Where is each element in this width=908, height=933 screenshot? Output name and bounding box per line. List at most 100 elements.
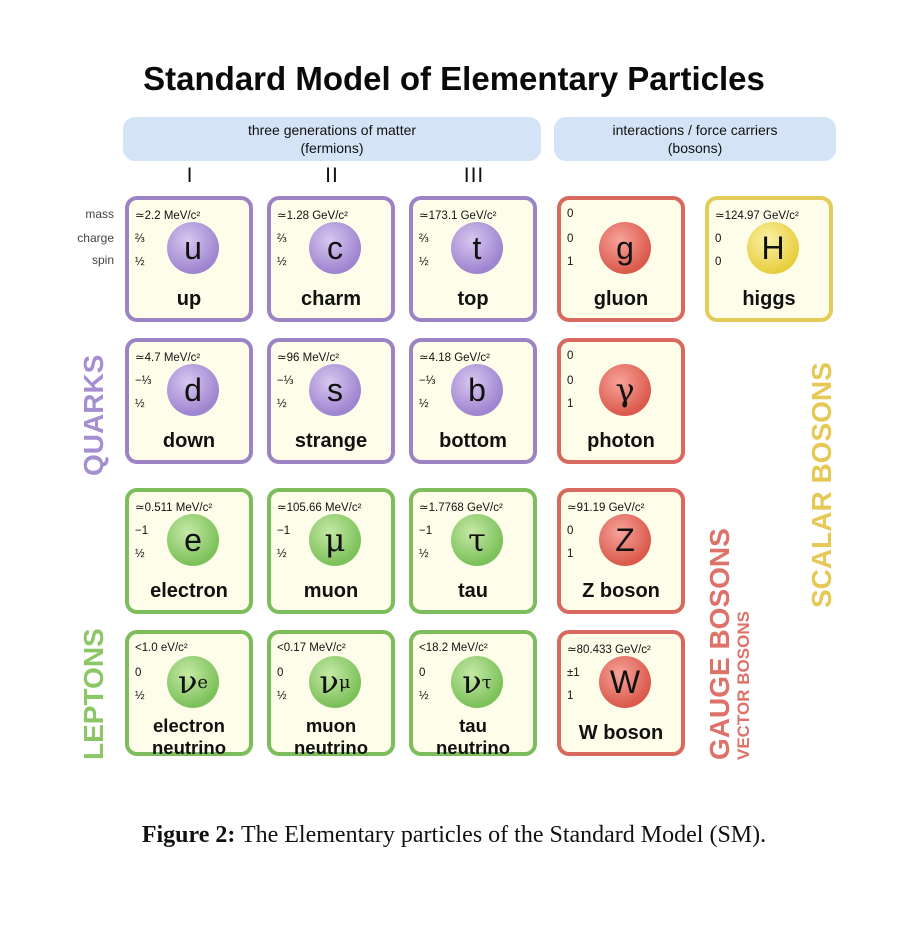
particle-name: muon: [303, 580, 359, 602]
generation-label-2: II: [325, 164, 339, 187]
charge-value: ⅔: [277, 233, 287, 245]
particle-card-muon: ≃105.66 MeV/c² −1 ½ μ muon: [267, 488, 395, 614]
symbol-text: g: [616, 229, 634, 266]
mass-value: ≃4.7 MeV/c²: [135, 352, 201, 364]
particle-symbol: d: [167, 364, 219, 416]
generation-label-1: I: [186, 164, 194, 187]
row-label-charge: charge: [77, 231, 114, 245]
particle-name-line1: muon: [305, 715, 357, 736]
symbol-text: d: [184, 371, 202, 408]
particle-symbol: μ: [309, 514, 361, 566]
gauge-bosons-label: GAUGE BOSONS: [704, 528, 735, 760]
symbol-subscript: μ: [338, 671, 351, 693]
symbol-text: ν: [177, 663, 198, 701]
particle-symbol: H: [747, 222, 799, 274]
charge-value: 0: [567, 233, 574, 245]
row-label-spin: spin: [91, 253, 114, 267]
particle-card-down: ≃4.7 MeV/c² −⅓ ½ d down: [125, 338, 253, 464]
charge-value: 0: [715, 233, 722, 245]
vector-bosons-label: VECTOR BOSONS: [734, 611, 753, 760]
particle-name: electron neutrino: [129, 715, 249, 759]
particle-name-line1: tau: [459, 715, 487, 736]
symbol-text: τ: [468, 521, 486, 559]
symbol-text: Z: [615, 521, 635, 558]
particle-name: top: [457, 288, 489, 310]
particle-name: strange: [294, 430, 368, 452]
figure-title: Standard Model of Elementary Particles: [143, 60, 765, 97]
fermions-banner: three generations of matter (fermions): [123, 117, 541, 161]
particle-name: electron: [150, 580, 228, 602]
spin-value: 1: [567, 548, 574, 560]
particle-name: bottom: [439, 430, 507, 452]
bosons-banner-line1: interactions / force carriers: [612, 122, 778, 138]
particle-name: gluon: [593, 288, 649, 310]
mass-value: ≃2.2 MeV/c²: [135, 210, 201, 222]
charge-value: 0: [277, 667, 284, 679]
particle-symbol: W: [599, 656, 651, 708]
particle-name: muon neutrino: [271, 715, 391, 759]
particle-card-higgs: ≃124.97 GeV/c² 0 0 H higgs: [705, 196, 833, 322]
leptons-label: LEPTONS: [78, 628, 109, 760]
charge-value: 0: [567, 525, 574, 537]
particle-name-line2: neutrino: [294, 737, 368, 758]
fermions-banner-line2: (fermions): [300, 140, 364, 156]
particle-symbol: s: [309, 364, 361, 416]
spin-value: ½: [419, 256, 429, 268]
mass-value: 0: [567, 350, 574, 362]
particle-card-bottom: ≃4.18 GeV/c² −⅓ ½ b bottom: [409, 338, 537, 464]
particle-symbol: g: [599, 222, 651, 274]
quarks-label: QUARKS: [78, 354, 109, 476]
particle-name: Z boson: [582, 580, 660, 602]
mass-value: ≃91.19 GeV/c²: [567, 502, 645, 514]
symbol-text: b: [468, 371, 486, 408]
particle-card-gluon: 0 0 1 g gluon: [557, 196, 685, 322]
mass-value: <18.2 MeV/c²: [419, 642, 488, 654]
bosons-banner-line2: (bosons): [667, 140, 723, 156]
charge-value: 0: [567, 375, 574, 387]
symbol-text: t: [472, 229, 482, 266]
charge-value: −⅓: [135, 375, 152, 387]
symbol-text: ν: [319, 663, 339, 701]
charge-value: ±1: [567, 667, 580, 679]
particle-symbol: t: [451, 222, 503, 274]
mass-value: ≃96 MeV/c²: [277, 352, 340, 364]
figure-caption: Figure 2: The Elementary particles of th…: [0, 822, 908, 849]
mass-value: <1.0 eV/c²: [135, 642, 188, 654]
mass-value: ≃124.97 GeV/c²: [715, 210, 799, 222]
fermions-banner-line1: three generations of matter: [247, 122, 417, 138]
symbol-text: γ: [615, 371, 635, 409]
mass-value: 0: [567, 208, 574, 220]
caption-label: Figure 2:: [141, 822, 236, 848]
particle-symbol: u: [167, 222, 219, 274]
charge-value: −⅓: [277, 375, 294, 387]
particle-card-up: ≃2.2 MeV/c² ⅔ ½ u up: [125, 196, 253, 322]
particle-name: W boson: [578, 722, 664, 744]
particle-name: tau neutrino: [413, 715, 533, 759]
spin-value: ½: [419, 690, 429, 702]
spin-value: ½: [135, 548, 145, 560]
spin-value: 1: [567, 690, 574, 702]
row-label-mass: mass: [85, 207, 114, 221]
mass-value: <0.17 MeV/c²: [277, 642, 346, 654]
particle-name: tau: [458, 580, 488, 602]
spin-value: 1: [567, 398, 574, 410]
particle-card-tau: ≃1.7768 GeV/c² −1 ½ τ tau: [409, 488, 537, 614]
particle-name: photon: [587, 430, 655, 452]
particle-name-line1: electron: [153, 715, 225, 736]
spin-value: 0: [715, 256, 722, 268]
particle-card-photon: 0 0 1 γ photon: [557, 338, 685, 464]
mass-value: ≃173.1 GeV/c²: [419, 210, 497, 222]
symbol-text: ν: [462, 663, 482, 701]
particle-name: up: [176, 288, 202, 310]
particle-card-strange: ≃96 MeV/c² −⅓ ½ s strange: [267, 338, 395, 464]
particle-symbol: c: [309, 222, 361, 274]
spin-value: ½: [419, 548, 429, 560]
charge-value: ⅔: [135, 233, 145, 245]
mass-value: ≃105.66 MeV/c²: [277, 502, 362, 514]
mass-value: ≃4.18 GeV/c²: [419, 352, 490, 364]
particle-card-electron: ≃0.511 MeV/c² −1 ½ e electron: [125, 488, 253, 614]
